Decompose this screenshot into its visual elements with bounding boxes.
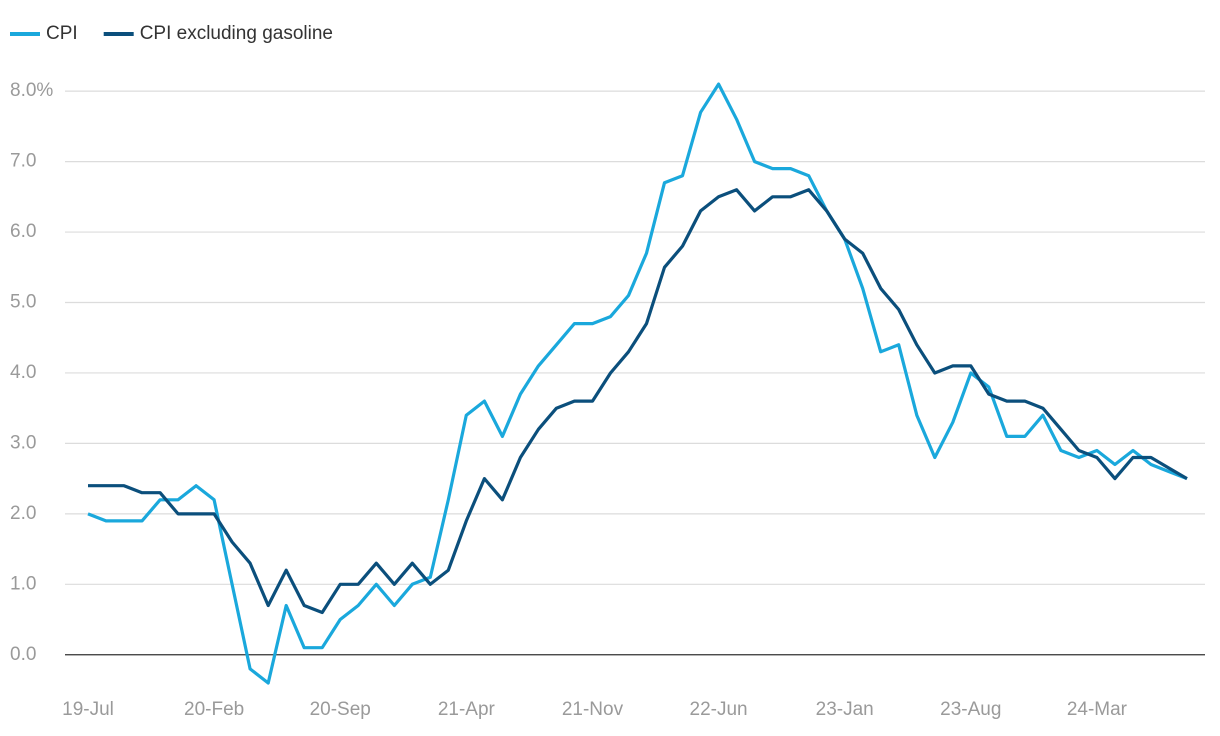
x-tick-label: 24-Mar bbox=[1067, 699, 1128, 720]
x-tick-label: 19-Jul bbox=[62, 699, 114, 720]
y-tick-label: 0.0 bbox=[10, 644, 36, 665]
y-tick-label: 6.0 bbox=[10, 221, 36, 242]
x-tick-label: 21-Nov bbox=[562, 699, 624, 720]
x-tick-label: 20-Sep bbox=[310, 699, 371, 720]
series-line bbox=[88, 188, 1188, 615]
legend-label: CPI bbox=[46, 23, 78, 44]
y-tick-label: 7.0 bbox=[10, 151, 36, 172]
x-tick-label: 20-Feb bbox=[184, 699, 244, 720]
x-tick-label: 23-Jan bbox=[816, 699, 874, 720]
x-tick-label: 22-Jun bbox=[690, 699, 748, 720]
x-tick-label: 23-Aug bbox=[940, 699, 1001, 720]
y-tick-label: 8.0% bbox=[10, 80, 53, 101]
y-tick-label: 5.0 bbox=[10, 292, 36, 313]
y-tick-label: 4.0 bbox=[10, 362, 36, 383]
y-tick-label: 2.0 bbox=[10, 503, 36, 524]
series-line bbox=[87, 82, 1188, 685]
y-tick-label: 1.0 bbox=[10, 573, 36, 594]
y-tick-label: 3.0 bbox=[10, 432, 36, 453]
legend-label: CPI excluding gasoline bbox=[140, 23, 333, 44]
x-tick-label: 21-Apr bbox=[438, 699, 496, 720]
